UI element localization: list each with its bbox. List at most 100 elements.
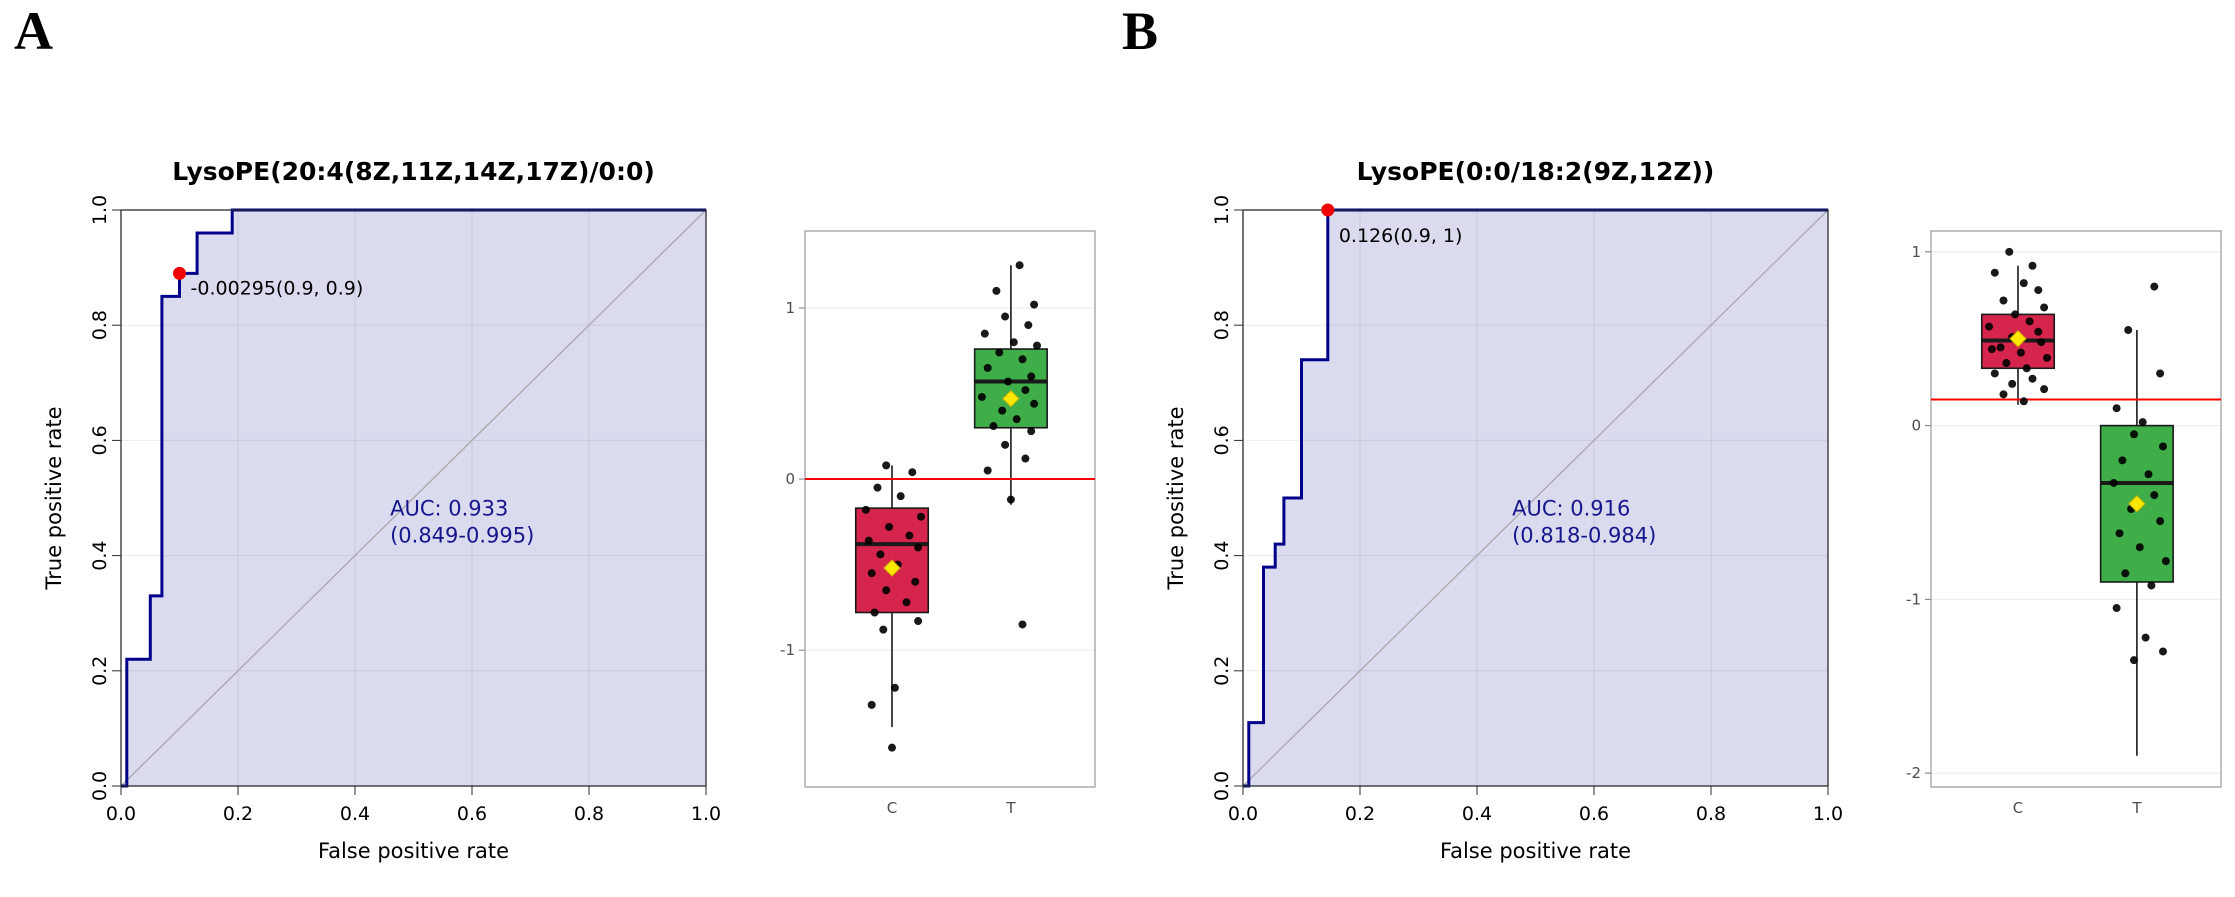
auc-value: AUC: 0.916 (1512, 496, 1630, 520)
jitter-point (885, 522, 894, 531)
jitter-point (1018, 355, 1027, 364)
jitter-point (2156, 369, 2165, 378)
jitter-point (2150, 282, 2159, 291)
plot-border (1242, 209, 1829, 787)
panel-b-boxplot: -2 -1 0 1 C T (1906, 230, 2222, 817)
jitter-point (1004, 377, 1012, 386)
jitter-point (873, 483, 882, 492)
mean-diamond (883, 559, 901, 577)
jitter-point (977, 392, 986, 401)
x-tick-label: 0.4 (1462, 803, 1492, 825)
jitter-point (2130, 430, 2138, 439)
jitter-point (870, 608, 879, 617)
panel-a-boxplot: -1 0 1 C T (780, 230, 1096, 817)
jitter-point (2019, 397, 2028, 406)
jitter-point (2121, 569, 2130, 578)
group-label: T (1005, 799, 1016, 817)
y-tick-label: 1.0 (1211, 195, 1233, 225)
y-tick-label: 0.6 (1211, 425, 1233, 455)
diagonal-reference-line (120, 209, 707, 787)
x-axis-label: False positive rate (1440, 839, 1631, 863)
jitter-point (995, 348, 1004, 357)
y-axis-label: True positive rate (42, 407, 66, 591)
jitter-point (1985, 322, 1993, 331)
y-tick-label: 0.0 (1211, 771, 1233, 801)
panel-a-roc-plot: 0.0 0.2 0.4 0.6 0.8 1.0 0.0 0.2 0.4 0.6 0.8 1.0 Lyso… (42, 157, 721, 863)
jitter-point (2159, 647, 2167, 656)
y-tick-label: 0 (1911, 417, 1921, 435)
x-tick-label: 0.2 (223, 803, 253, 825)
jitter-point (1999, 296, 2008, 305)
jitter-point (2135, 543, 2144, 552)
jitter-point (1990, 268, 1999, 277)
jitter-point (2043, 353, 2051, 362)
jitter-point (2002, 359, 2011, 368)
diagonal-reference-line (1242, 209, 1829, 787)
y-tick-label: 0.4 (89, 540, 111, 570)
group-label: C (887, 799, 897, 817)
x-axis-label: False positive rate (318, 839, 509, 863)
jitter-point (1033, 341, 1041, 350)
y-tick-label: -1 (780, 641, 795, 659)
jitter-point (914, 617, 923, 626)
jitter-point (1027, 427, 1036, 436)
y-tick-label: 0.4 (1211, 540, 1233, 570)
jitter-point (2156, 517, 2165, 526)
jitter-point (2138, 418, 2147, 427)
jitter-point (2115, 529, 2124, 538)
y-tick-label: 0.6 (89, 425, 111, 455)
y-tick-label: -1 (1906, 590, 1921, 608)
panel-a-label: A (14, 1, 53, 61)
auc-confidence-interval: (0.818-0.984) (1512, 523, 1656, 547)
jitter-point (1030, 399, 1039, 408)
panel-b-roc-plot: 0.0 0.2 0.4 0.6 0.8 1.0 0.0 0.2 0.4 0.6 0.8 1.0 Lyso… (1164, 157, 1843, 863)
x-tick-label: 0.6 (457, 803, 487, 825)
jitter-point (2034, 327, 2043, 336)
chart-title: LysoPE(20:4(8Z,11Z,14Z,17Z)/0:0) (172, 157, 655, 186)
jitter-point (998, 406, 1007, 415)
y-tick-label: 1 (785, 299, 795, 317)
y-tick-label: 0 (785, 470, 795, 488)
x-tick-label: 1.0 (691, 803, 721, 825)
x-tick-label: 0.6 (1579, 803, 1609, 825)
jitter-point (1009, 338, 1018, 347)
jitter-point (2150, 491, 2159, 500)
y-tick-label: 0.8 (89, 310, 111, 340)
jitter-point (2147, 581, 2156, 590)
auc-confidence-interval: (0.849-0.995) (390, 523, 534, 547)
jitter-point (902, 598, 911, 607)
jitter-point (917, 512, 925, 521)
jitter-point (1999, 390, 2008, 399)
y-axis-label: True positive rate (1164, 407, 1188, 591)
jitter-point (1027, 372, 1036, 381)
y-tick-label: 0.0 (89, 771, 111, 801)
roc-curve (121, 208, 706, 788)
jitter-point (2005, 247, 2014, 256)
jitter-point (888, 743, 896, 752)
jitter-point (1024, 321, 1033, 330)
y-tick-label: 0.8 (1211, 310, 1233, 340)
jitter-point (914, 543, 923, 552)
x-tick-label: 1.0 (1813, 803, 1843, 825)
x-tick-label: 0.8 (574, 803, 604, 825)
jitter-point (983, 466, 992, 475)
cutoff-point (1321, 203, 1335, 217)
jitter-point (2141, 633, 2150, 642)
chart-title: LysoPE(0:0/18:2(9Z,12Z)) (1357, 157, 1715, 186)
panel-border (1930, 230, 2222, 788)
jitter-point (2028, 374, 2037, 383)
auc-value: AUC: 0.933 (390, 496, 508, 520)
jitter-point (2008, 379, 2017, 388)
panel-b-label: B (1122, 1, 1159, 61)
jitter-point (1996, 343, 2005, 352)
plot-border (120, 209, 707, 787)
jitter-point (882, 586, 891, 595)
x-tick-label: 0.2 (1345, 803, 1375, 825)
jitter-point (2028, 261, 2037, 270)
jitter-point (1021, 454, 1030, 463)
jitter-point (1021, 386, 1030, 395)
y-tick-label: 1.0 (89, 195, 111, 225)
jitter-point (2112, 404, 2121, 413)
x-tick-label: 0.0 (1228, 803, 1258, 825)
